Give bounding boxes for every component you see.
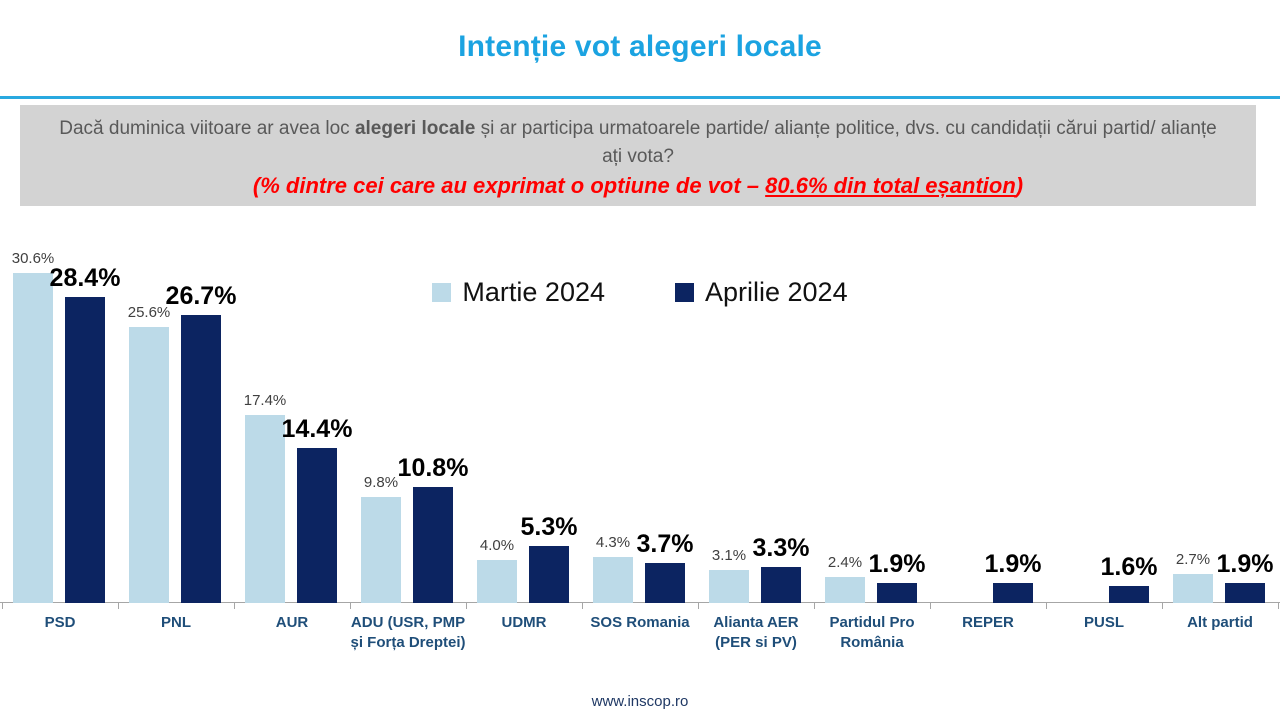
chart-legend: Martie 2024 Aprilie 2024	[0, 277, 1280, 308]
value-label-martie: 4.0%	[479, 537, 515, 554]
bar-aprilie	[761, 567, 801, 603]
category-label: PNL	[161, 614, 191, 631]
value-label-martie: 4.3%	[595, 534, 631, 551]
value-label-aprilie: 3.7%	[636, 530, 694, 558]
category-label: REPER	[962, 614, 1014, 631]
legend-item-aprilie: Aprilie 2024	[675, 277, 848, 308]
bar-aprilie	[645, 563, 685, 603]
bar-aprilie	[413, 487, 453, 603]
value-label-martie: 25.6%	[127, 304, 171, 321]
bar-martie	[477, 560, 517, 603]
bar-martie	[361, 497, 401, 603]
legend-label-aprilie: Aprilie 2024	[705, 277, 848, 307]
axis-tick	[698, 603, 699, 609]
bar-aprilie	[297, 448, 337, 603]
bar-martie	[709, 570, 749, 603]
category-label: Partidul Pro România	[829, 614, 915, 651]
axis-tick	[582, 603, 583, 609]
footer-url: www.inscop.ro	[591, 693, 689, 710]
axis-tick	[118, 603, 119, 609]
category-label: ADU (USR, PMP și Forța Dreptei)	[350, 614, 466, 651]
axis-tick	[814, 603, 815, 609]
value-label-aprilie: 1.9%	[1216, 550, 1274, 578]
plot-area: 30.6% 28.4% 25.6% 26.7% 17.4% 14.4% 9.8% 10.8% 4…	[0, 250, 1280, 609]
survey-note-emphasis: 80.6% din total eșantion	[765, 173, 1016, 199]
axis-tick	[1278, 603, 1279, 609]
bar-martie	[825, 577, 865, 603]
value-label-martie: 2.4%	[827, 554, 863, 571]
value-label-martie: 2.7%	[1175, 551, 1211, 568]
value-label-aprilie: 28.4%	[49, 264, 121, 292]
category-label: PSD	[44, 614, 76, 631]
question-prefix: Dacă duminica viitoare ar avea loc	[59, 118, 355, 139]
axis-tick	[350, 603, 351, 609]
bar-martie	[1173, 574, 1213, 603]
value-label-aprilie: 5.3%	[520, 513, 578, 541]
value-label-aprilie: 1.6%	[1100, 553, 1158, 581]
value-label-martie: 9.8%	[363, 474, 399, 491]
bar-aprilie	[1225, 583, 1265, 603]
category-label: Alt partid	[1187, 614, 1253, 631]
survey-note: (% dintre cei care au exprimat o optiune…	[20, 173, 1256, 199]
value-label-martie: 3.1%	[711, 547, 747, 564]
value-label-martie: 17.4%	[243, 392, 287, 409]
question-text: Dacă duminica viitoare ar avea loc alege…	[48, 115, 1228, 170]
x-axis-line	[0, 602, 1280, 603]
survey-note-prefix: (% dintre cei care au exprimat o optiune…	[252, 173, 766, 199]
bar-martie	[13, 273, 53, 603]
bar-aprilie	[529, 546, 569, 603]
page-title: Intenție vot alegeri locale	[458, 30, 822, 63]
axis-tick	[1162, 603, 1163, 609]
category-label: AUR	[275, 614, 309, 631]
bar-martie	[129, 327, 169, 603]
category-label: Alianta AER (PER si PV)	[713, 614, 799, 651]
bar-aprilie	[877, 583, 917, 603]
bar-aprilie	[181, 315, 221, 603]
question-bold: alegeri locale	[354, 118, 476, 139]
bar-aprilie	[993, 583, 1033, 603]
category-label: UDMR	[501, 614, 547, 631]
bar-martie	[593, 557, 633, 603]
question-suffix: și ar participa urmatoarele partide/ ali…	[475, 118, 1217, 167]
axis-tick	[466, 603, 467, 609]
bar-aprilie	[65, 297, 105, 603]
category-axis: PSD PNL AUR ADU (USR, PMP și Forța Dreptei)…	[0, 613, 1280, 688]
category-label: PUSL	[1083, 614, 1124, 631]
bar-aprilie	[1109, 586, 1149, 603]
question-box: Dacă duminica viitoare ar avea loc alege…	[20, 105, 1256, 206]
bar-martie	[245, 415, 285, 603]
axis-tick	[1046, 603, 1047, 609]
axis-tick	[2, 603, 3, 609]
value-label-aprilie: 26.7%	[165, 282, 237, 310]
survey-note-suffix: )	[1015, 173, 1024, 199]
value-label-martie: 30.6%	[11, 250, 55, 267]
category-label: SOS Romania	[590, 614, 690, 631]
value-label-aprilie: 1.9%	[868, 550, 926, 578]
title-divider	[0, 96, 1280, 99]
axis-tick	[930, 603, 931, 609]
legend-swatch-martie	[432, 283, 452, 302]
value-label-aprilie: 1.9%	[984, 550, 1042, 578]
legend-item-martie: Martie 2024	[432, 277, 605, 308]
axis-tick	[234, 603, 235, 609]
value-label-aprilie: 14.4%	[281, 415, 353, 443]
value-label-aprilie: 3.3%	[752, 534, 810, 562]
legend-swatch-aprilie	[675, 283, 694, 302]
legend-label-martie: Martie 2024	[462, 277, 605, 307]
value-label-aprilie: 10.8%	[397, 454, 469, 482]
